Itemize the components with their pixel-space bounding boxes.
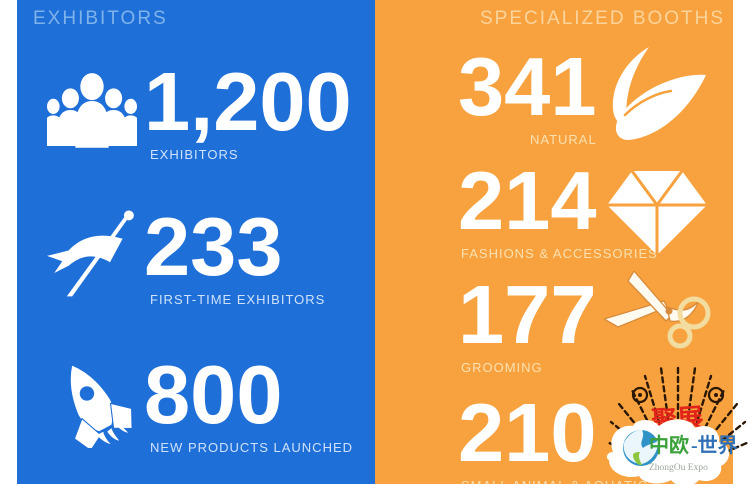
svg-text:ZhongOu Expo: ZhongOu Expo: [649, 463, 708, 473]
svg-text:中欧: 中欧: [649, 433, 689, 457]
svg-text:-世界: -世界: [691, 434, 738, 457]
